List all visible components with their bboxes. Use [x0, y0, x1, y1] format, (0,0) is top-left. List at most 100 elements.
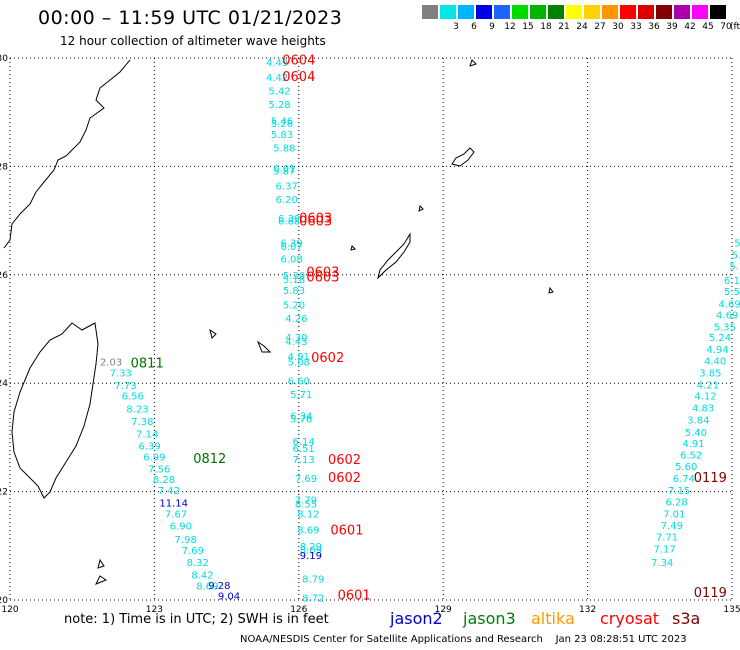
swh-value: 5.28	[271, 119, 293, 130]
swh-value: 4.83	[692, 404, 714, 415]
okinawa-coastline	[377, 232, 411, 280]
swh-value: 4.69	[718, 300, 740, 311]
scale-swatch	[422, 5, 438, 19]
y-tick-label: 22	[0, 488, 8, 498]
swh-value: 4.26	[285, 314, 307, 325]
swh-value: 6.39	[278, 214, 300, 225]
scale-swatch	[494, 5, 510, 19]
scale-swatch	[512, 5, 528, 19]
swh-value: 6.52	[680, 451, 702, 462]
swh-value: 6.56	[122, 392, 144, 403]
swh-value: 2.03	[100, 358, 122, 369]
swh-value: 6.1	[724, 276, 740, 287]
swh-value: 7.01	[663, 509, 685, 520]
x-tick-label: 126	[290, 605, 307, 615]
pass-label: 0601	[338, 589, 371, 604]
scale-swatch	[620, 5, 636, 19]
swh-value: 8.28	[153, 475, 175, 486]
swh-value: 8.69	[297, 526, 319, 537]
swh-value: 5.20	[283, 301, 305, 312]
swh-value: 7.14	[136, 430, 158, 441]
pass-label: 0602	[311, 351, 344, 366]
pass-label: 0604	[282, 70, 315, 85]
swh-value: 8.55	[295, 500, 317, 511]
legend-jason2: jason2	[390, 609, 443, 628]
swh-value: 5.08	[288, 358, 310, 369]
pass-label: 0119	[694, 471, 727, 486]
legend-cryosat: cryosat	[600, 609, 660, 628]
swh-value: 5.30	[283, 271, 305, 282]
axis-tick-labels: 120 123 126 129 132 135 20 22 24 26 28 30	[0, 54, 740, 615]
swh-value: 5.83	[283, 286, 305, 297]
pass-label: 0602	[328, 453, 361, 468]
swh-value: 5.?	[734, 238, 740, 249]
swh-value: 4.49	[266, 58, 288, 69]
swh-value: 5.28	[268, 100, 290, 111]
legend-s3a: s3a	[672, 609, 701, 628]
swh-value: 8.69	[196, 581, 218, 592]
scale-swatch	[710, 5, 726, 19]
scale-label: 9	[489, 22, 495, 32]
scale-swatch	[584, 5, 600, 19]
islet-4	[94, 575, 108, 585]
swh-value: 4.91	[682, 439, 704, 450]
scale-swatch	[566, 5, 582, 19]
swh-value: 5.76	[290, 414, 312, 425]
swh-value: 5.?	[729, 262, 740, 273]
swh-value: 8.79	[302, 574, 324, 585]
swh-value: 3.84	[687, 416, 709, 427]
note-text: note: 1) Time is in UTC; 2) SWH is in fe…	[64, 612, 329, 627]
swh-value: 7.13	[292, 455, 314, 466]
swh-value: 5.5	[724, 287, 740, 298]
swh-value: 7.42	[158, 486, 180, 497]
chart-subtitle: 12 hour collection of altimeter wave hei…	[60, 34, 326, 48]
scale-label: 6	[471, 22, 477, 32]
swh-value: 4.30	[285, 333, 307, 344]
scale-label: 42	[684, 22, 696, 32]
x-tick-label: 120	[1, 605, 18, 615]
swh-value: 7.34	[651, 558, 673, 569]
footer-timestamp: Jan 23 08:28:51 UTC 2023	[555, 634, 687, 645]
scale-swatch	[440, 5, 456, 19]
scale-swatch	[476, 5, 492, 19]
scale-label: 18	[540, 22, 552, 32]
swh-value: 8.32	[187, 558, 209, 569]
taiwan-coastline	[11, 322, 99, 499]
swh-value: 11.14	[159, 498, 188, 509]
swh-value: 5.83	[271, 130, 293, 141]
pass-label: 0603	[299, 211, 332, 226]
swh-value: 4.94	[706, 345, 728, 356]
scale-label: 21	[558, 22, 570, 32]
coastlines	[3, 59, 554, 585]
swh-value: 7.56	[148, 464, 170, 475]
swh-value: 5.24	[709, 333, 731, 344]
swh-value: 6.74	[673, 474, 695, 485]
ishigaki-coastline	[209, 328, 217, 339]
scale-swatch	[602, 5, 618, 19]
scale-swatch	[638, 5, 654, 19]
swh-value: 7.49	[661, 521, 683, 532]
swh-value: 7.69	[295, 474, 317, 485]
swh-value: 6.07	[280, 242, 302, 253]
scale-label: 27	[594, 22, 606, 32]
swh-value: 7.67	[165, 509, 187, 520]
swh-value: 4.40	[704, 356, 726, 367]
swh-value: 4.21	[697, 380, 719, 391]
swh-value: 7.98	[175, 535, 197, 546]
swh-value: 6.39	[138, 442, 160, 453]
swh-value: 5.18	[283, 275, 305, 286]
scale-label: 12	[504, 22, 516, 32]
x-tick-label: 129	[435, 605, 452, 615]
pass-label: 0603	[299, 215, 332, 230]
scale-unit-label: (ft)	[730, 22, 740, 32]
swh-value: 5.87	[273, 167, 295, 178]
swh-value: 5.71	[290, 390, 312, 401]
china-coastline	[3, 59, 131, 249]
lat-lon-grid	[9, 57, 733, 601]
scale-swatch	[548, 5, 564, 19]
scale-swatch	[656, 5, 672, 19]
swh-value: 6.90	[170, 522, 192, 533]
swh-value: 4.12	[694, 392, 716, 403]
pass-label: 0603	[306, 270, 339, 285]
swh-value: 6.34	[290, 412, 312, 423]
